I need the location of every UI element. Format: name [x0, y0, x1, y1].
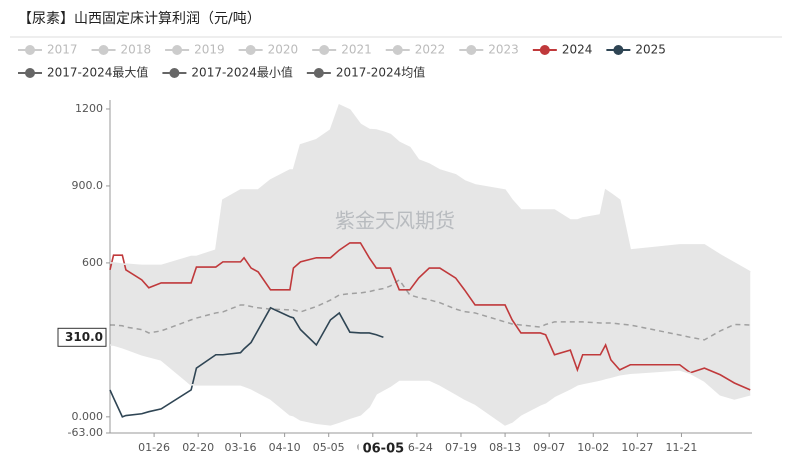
legend-icon-dot [392, 45, 403, 55]
legend-icon-dot [172, 45, 183, 55]
legend-item[interactable]: 2020 [238, 43, 299, 57]
legend-item[interactable]: 2019 [165, 43, 225, 57]
legend-item[interactable]: 2017-2024最大值 [18, 65, 148, 80]
legend-icon [459, 45, 484, 55]
range-band [110, 105, 751, 425]
legend-label: 2022 [415, 43, 446, 57]
y-tick-label: 0.000 [72, 410, 104, 423]
legend-icon-dot [245, 45, 256, 55]
legend-icon-dot [169, 68, 180, 78]
x-tick-label: 06-24 [401, 441, 433, 454]
series-line [110, 278, 751, 341]
legend-icon [18, 45, 42, 55]
legend-icon-dot [319, 45, 330, 55]
x-tick-label: 05-05 [313, 441, 345, 454]
legend: 2017 2018 2019 2020 2021 2022 2023 2024 2025 2017… [18, 43, 666, 80]
legend-item[interactable]: 2025 [606, 43, 666, 57]
x-tick-label: 01-26 [138, 441, 170, 454]
series-line [109, 242, 751, 391]
legend-icon [385, 45, 410, 55]
y-tick-label: 600 [82, 256, 103, 269]
legend-label: 2024 [562, 43, 593, 57]
y-tick-label: -63.00 [68, 426, 103, 439]
y-tick-label: 1200 [75, 102, 103, 115]
legend-icon [532, 45, 557, 55]
legend-item[interactable]: 2023 [459, 43, 519, 57]
legend-icon [18, 68, 42, 78]
legend-label: 2021 [341, 43, 372, 57]
pointer-y-label: 310.0 [65, 330, 103, 344]
legend-label: 2017-2024最小值 [191, 65, 292, 80]
legend-item[interactable]: 2022 [385, 43, 446, 57]
pointer-x-label: 06-05 [363, 442, 405, 457]
range-edge [110, 344, 751, 426]
x-tick-label: 07-19 [445, 441, 477, 454]
series-line [109, 306, 384, 418]
legend-label: 2023 [488, 43, 519, 57]
legend-label: 2017-2024最大值 [47, 65, 148, 80]
legend-icon [238, 45, 263, 55]
legend-icon-dot [613, 45, 624, 55]
legend-icon [312, 45, 337, 55]
x-tick-label: 04-10 [269, 441, 301, 454]
pointer-box [358, 438, 409, 458]
legend-label: 2020 [268, 43, 299, 57]
x-tick-label: 10-02 [577, 441, 609, 454]
watermark: 紫金天风期货 [335, 209, 455, 233]
range-edge [110, 104, 751, 273]
legend-item[interactable]: 2017-2024均值 [306, 65, 425, 80]
x-tick-label: 02-20 [182, 441, 214, 454]
legend-icon-dot [25, 68, 35, 78]
legend-icon [165, 45, 190, 55]
legend-icon-dot [539, 45, 550, 55]
x-tick-label: 10-27 [621, 441, 653, 454]
legend-icon-dot [25, 45, 35, 55]
chart-title: 【尿素】山西固定床计算利润（元/吨） [18, 11, 261, 27]
legend-label: 2017 [47, 43, 78, 57]
legend-item[interactable]: 2017 [18, 43, 78, 57]
legend-label: 2017-2024均值 [336, 65, 425, 80]
x-tick-label: 09-07 [533, 441, 565, 454]
legend-item[interactable]: 2018 [91, 43, 152, 57]
x-tick-label: 08-13 [489, 441, 521, 454]
legend-icon-dot [98, 45, 109, 55]
legend-label: 2018 [121, 43, 152, 57]
x-tick-label: 03-16 [225, 441, 257, 454]
legend-item[interactable]: 2017-2024最小值 [162, 65, 293, 80]
legend-icon-dot [466, 45, 477, 55]
legend-label: 2019 [194, 43, 225, 57]
legend-icon [306, 68, 331, 78]
y-tick-label: 900.0 [72, 179, 104, 192]
legend-icon-dot [313, 68, 324, 78]
axis-pointer-y: 310.0 [57, 327, 107, 347]
legend-icon [606, 45, 631, 55]
legend-icon [162, 68, 187, 78]
legend-label: 2025 [635, 43, 666, 57]
legend-item[interactable]: 2021 [312, 43, 372, 57]
legend-item[interactable]: 2024 [532, 43, 593, 57]
legend-icon [91, 45, 116, 55]
pointer-box [57, 327, 107, 347]
x-tick-label: 11-21 [665, 441, 697, 454]
